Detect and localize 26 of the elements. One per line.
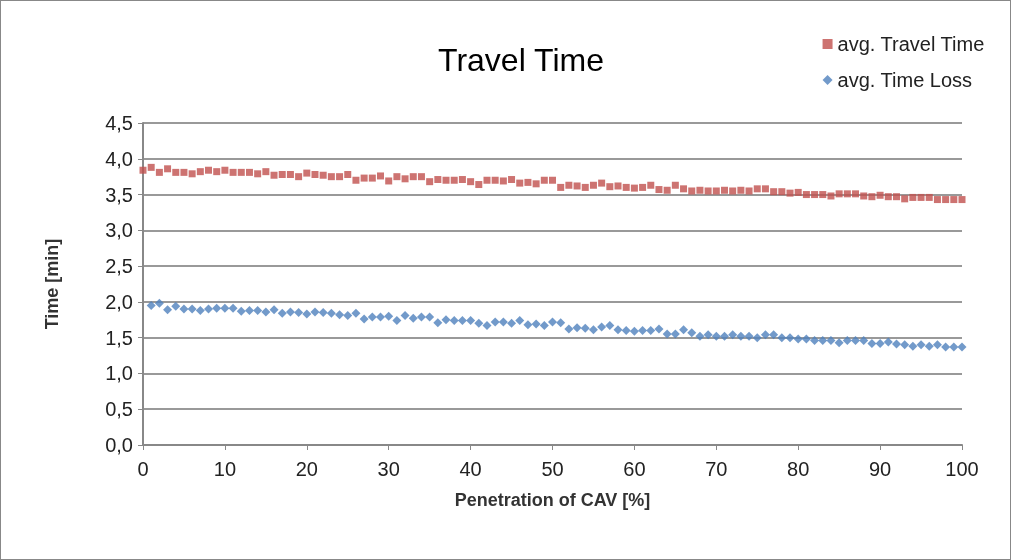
x-tick-label: 80 [787, 458, 810, 480]
legend-label: avg. Time Loss [837, 69, 973, 91]
x-tick-label: 90 [868, 458, 892, 480]
x-axis-title: Penetration of CAV [%] [454, 490, 651, 510]
y-tick-label: 1,5 [105, 326, 133, 349]
x-tick-label: 50 [541, 458, 564, 480]
y-tick-label: 2,5 [105, 255, 133, 278]
x-tick-label: 40 [459, 458, 482, 480]
y-tick-label: 0,5 [105, 398, 133, 421]
y-tick-label: 1,0 [105, 362, 133, 385]
y-tick-label: 2,0 [105, 290, 133, 313]
x-tick-label: 0 [137, 458, 149, 480]
x-tick-label: 10 [213, 458, 237, 480]
chart-title: Travel Time [438, 42, 604, 78]
x-tick-label: 100 [945, 458, 979, 480]
y-axis-title: Time [min] [42, 238, 62, 330]
y-tick-label: 4,0 [105, 147, 133, 170]
x-tick-label: 60 [623, 458, 646, 480]
y-tick-label: 0,0 [105, 434, 133, 456]
y-tick-label: 3,0 [105, 219, 133, 242]
x-tick-label: 30 [377, 458, 400, 480]
y-tick-label: 3,5 [105, 183, 133, 206]
y-tick-label: 4,5 [105, 112, 133, 134]
x-tick-label: 20 [295, 458, 318, 480]
x-tick-label: 70 [705, 458, 728, 480]
legend-label: avg. Travel Time [837, 33, 985, 55]
